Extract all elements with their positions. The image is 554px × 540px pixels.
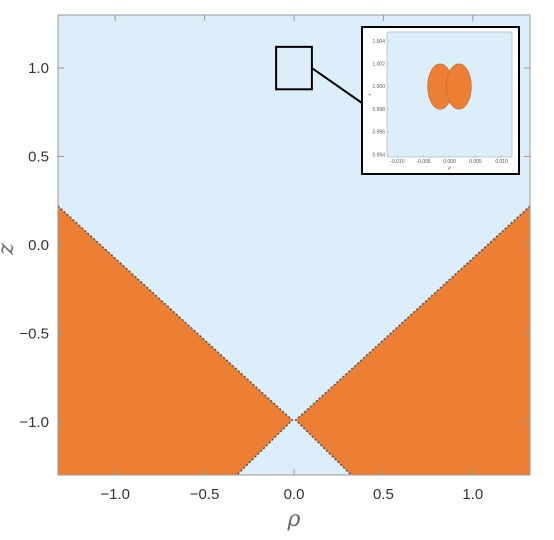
inset-y-tick-label: 0.998 bbox=[372, 107, 385, 113]
y-tick-label: −1.0 bbox=[19, 414, 49, 431]
inset-x-tick-label: 0.005 bbox=[469, 159, 482, 165]
x-tick-label: −0.5 bbox=[190, 486, 220, 503]
x-tick-label: 0.5 bbox=[373, 486, 394, 503]
region-0 bbox=[58, 206, 293, 475]
y-tick-label: 1.0 bbox=[28, 60, 49, 77]
x-tick-label: −1.0 bbox=[100, 486, 130, 503]
inset-plot: -0.010 -0.005 0.000 0.005 0.010 1.004 1.002 1.0… bbox=[361, 26, 520, 175]
inset-y-tick-label: 0.994 bbox=[372, 152, 385, 158]
inset-y-axis-title: z bbox=[367, 93, 373, 97]
zoom-connector bbox=[311, 67, 363, 104]
inset-y-tick-label: 1.004 bbox=[372, 39, 385, 45]
inset-x-axis-title: ρ bbox=[447, 165, 451, 171]
y-tick-label: 0.5 bbox=[28, 149, 49, 166]
inset-x-tick-label: -0.005 bbox=[416, 159, 430, 165]
region-1 bbox=[295, 206, 530, 475]
x-axis-title: ρ bbox=[287, 507, 301, 532]
x-tick-label: 0.0 bbox=[284, 486, 305, 503]
region-boundary-1 bbox=[294, 205, 531, 476]
x-tick-label: 1.0 bbox=[462, 486, 483, 503]
inset-y-tick-label: 1.000 bbox=[372, 84, 385, 90]
y-axis-title: z bbox=[0, 243, 19, 256]
inset-region-1 bbox=[446, 63, 472, 110]
main-axes: −1.0 −0.5 0.0 0.5 1.0 1.0 0.5 0.0 −0.5 −1.0 ρ z bbox=[0, 14, 531, 532]
y-tick-label: 0.0 bbox=[28, 237, 49, 254]
inset-y-tick-label: 0.996 bbox=[372, 130, 385, 136]
zoom-indicator bbox=[275, 45, 363, 104]
region-boundary-0 bbox=[57, 205, 294, 476]
inset-x-tick-label: -0.010 bbox=[390, 159, 404, 165]
inset-x-tick-label: 0.010 bbox=[495, 159, 508, 165]
inset-y-tick-label: 1.002 bbox=[372, 62, 385, 68]
inset-x-tick-label: 0.000 bbox=[443, 159, 456, 165]
y-tick-label: −0.5 bbox=[19, 325, 49, 342]
